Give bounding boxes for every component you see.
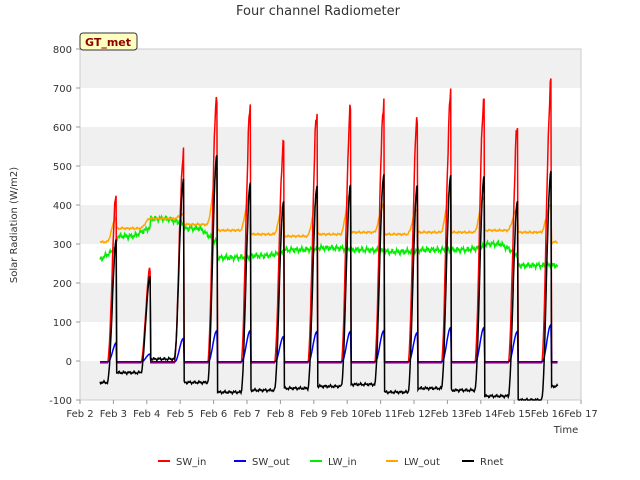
x-tick-label: Feb 4 [133, 409, 160, 420]
y-axis-title: Solar Radiation (W/m2) [9, 167, 20, 283]
grid-band [80, 361, 581, 400]
grid-band [80, 205, 581, 244]
gt-met-badge: GT_met [79, 32, 138, 51]
legend-label-lw-out: LW_out [404, 457, 440, 468]
series-line-rnet [99, 155, 559, 402]
y-tick-label: 0 [66, 357, 72, 368]
x-tick-label: Feb 15 [497, 409, 531, 420]
legend: SW_in SW_out LW_in LW_out Rnet [158, 457, 503, 468]
x-tick-label: Feb 13 [431, 409, 465, 420]
x-tick-label: Feb 9 [300, 409, 327, 420]
series-lines [99, 78, 559, 402]
series-line-sw-out [100, 322, 558, 363]
x-tick-label: Feb 7 [233, 409, 260, 420]
y-tick-label: 700 [53, 84, 72, 95]
y-tick-label: 400 [53, 201, 72, 212]
grid-bands [80, 49, 581, 400]
legend-label-rnet: Rnet [480, 457, 503, 468]
x-axis-title: Time [553, 425, 578, 436]
x-tick-label: Feb 10 [330, 409, 364, 420]
x-tick-label: Feb 16 [531, 409, 565, 420]
legend-label-sw-in: SW_in [176, 457, 206, 468]
x-tick-label: Feb 12 [397, 409, 431, 420]
y-tick-label: 500 [53, 162, 72, 173]
series-line-lw-in [99, 214, 559, 272]
x-tick-label: Feb 2 [66, 409, 93, 420]
x-tick-label: Feb 6 [200, 409, 227, 420]
x-tick-label: Feb 17 [564, 409, 598, 420]
grid-band [80, 283, 581, 322]
y-tick-label: 300 [53, 240, 72, 251]
y-tick-label: -100 [49, 396, 72, 407]
y-tick-label: 800 [53, 45, 72, 56]
y-tick-label: 100 [53, 318, 72, 329]
y-tick-label: 600 [53, 123, 72, 134]
x-tick-label: Feb 8 [267, 409, 294, 420]
x-axis-ticks: Feb 2 Feb 3 Feb 4 Feb 5 Feb 6 Feb 7 Feb 8 Feb 9… [66, 400, 598, 420]
y-tick-label: 200 [53, 279, 72, 290]
x-tick-label: Feb 11 [364, 409, 398, 420]
badge-label: GT_met [85, 36, 131, 49]
x-tick-label: Feb 14 [464, 409, 498, 420]
plot-frame [79, 48, 582, 401]
grid-band [80, 127, 581, 166]
chart-title: Four channel Radiometer [236, 4, 401, 19]
legend-label-lw-in: LW_in [328, 457, 357, 468]
x-tick-label: Feb 3 [100, 409, 127, 420]
grid-band [80, 49, 581, 88]
x-tick-label: Feb 5 [167, 409, 194, 420]
y-axis-ticks: -100 0 100 200 300 400 500 600 700 800 [49, 45, 80, 407]
legend-label-sw-out: SW_out [252, 457, 290, 468]
